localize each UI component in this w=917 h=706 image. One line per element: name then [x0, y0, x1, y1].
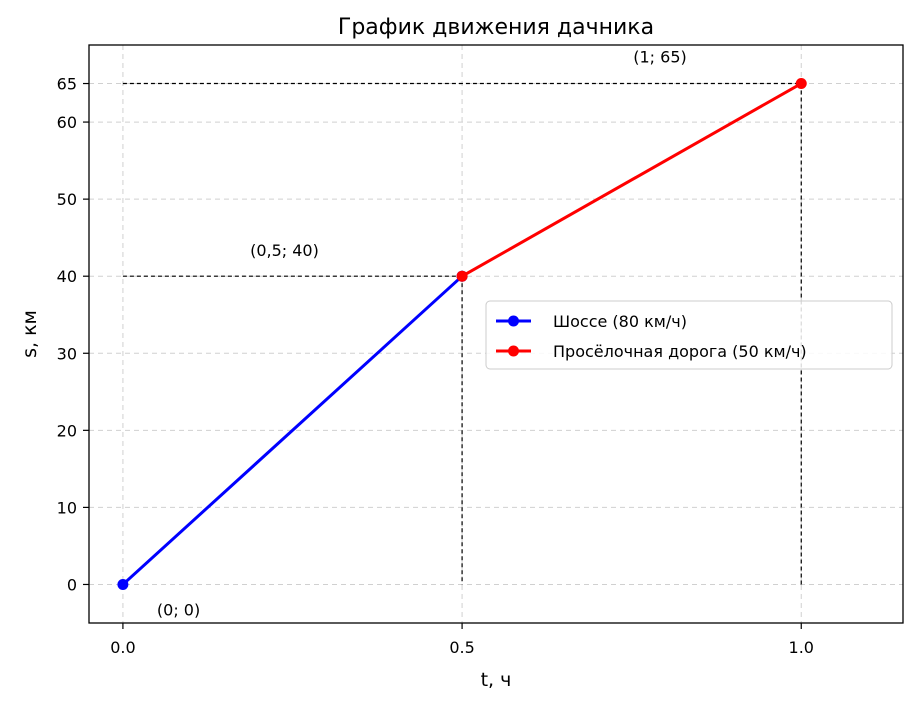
- x-tick-label: 1.0: [789, 638, 814, 657]
- legend-box: [485, 300, 893, 370]
- point-annotation: (1; 65): [633, 48, 687, 67]
- plot-frame: [88, 44, 904, 624]
- y-tick-label: 60: [57, 113, 77, 132]
- series-line-1: [121, 275, 464, 586]
- legend: Шоссе (80 км/ч) Просёлочная дорога (50 км…: [485, 300, 893, 370]
- series-line-2: [461, 82, 802, 278]
- legend-entry-label: Шоссе (80 км/ч): [553, 312, 687, 331]
- axis-ticks: 0.0 0.5 1.0 0 10 20 30 40 50 60 65: [57, 75, 814, 657]
- y-axis-label: s, км: [19, 310, 41, 358]
- x-tick-label: 0.0: [110, 638, 135, 657]
- guide-lines: [122, 82, 802, 585]
- y-tick-label: 40: [57, 267, 77, 286]
- point-annotation: (0; 0): [157, 600, 200, 619]
- series-1-point: [117, 578, 129, 590]
- legend-entry-label: Просёлочная дорога (50 км/ч): [553, 342, 807, 361]
- y-tick-label: 65: [57, 75, 77, 94]
- y-tick-label: 30: [57, 344, 77, 363]
- y-tick-label: 50: [57, 190, 77, 209]
- point-annotation: (0,5; 40): [250, 241, 319, 260]
- y-tick-label: 20: [57, 421, 77, 440]
- legend-swatch-marker: [508, 345, 519, 357]
- y-tick-label: 10: [57, 498, 77, 517]
- series-2-point: [456, 270, 468, 282]
- series-group: [117, 78, 807, 590]
- annotations: (0; 0) (0,5; 40) (1; 65): [157, 48, 687, 620]
- chart-title: График движения дачника: [338, 15, 654, 40]
- y-tick-label: 0: [67, 575, 77, 594]
- series-2-point: [795, 78, 807, 90]
- legend-swatch-marker: [508, 315, 519, 327]
- x-tick-label: 0.5: [449, 638, 474, 657]
- x-axis-label: t, ч: [481, 669, 512, 691]
